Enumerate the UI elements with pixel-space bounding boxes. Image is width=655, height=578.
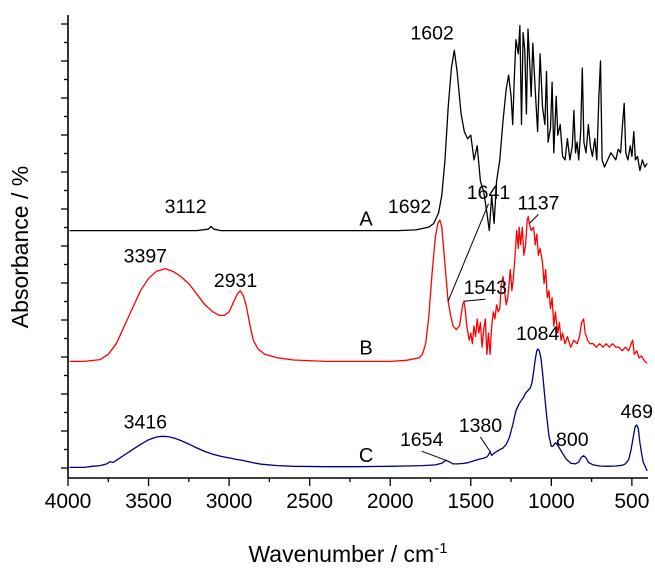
annotation-group: A B C 3112 1602 3397 2931 1692 1641 1543 1137 3416 1… [124,23,653,467]
x-axis-title-superscript: -1 [434,540,447,557]
x-axis-title-main: Wavenumber / cm [248,541,434,567]
series-b-line [69,215,648,364]
y-axis-title: Absorbance / % [7,166,33,328]
series-label-c: C [359,445,373,467]
peak-label-1654: 1654 [400,429,444,451]
peak-label-2931: 2931 [214,270,257,292]
x-tick-label: 4000 [45,490,92,513]
series-c-line [69,348,648,472]
peak-leader-line [528,214,539,224]
peak-label-1084: 1084 [516,323,560,345]
x-tick-label: 3500 [125,490,172,513]
peak-leader-line [463,298,486,302]
x-tick-label: 2500 [286,490,333,513]
series-a-line [69,24,648,232]
peak-label-1602: 1602 [410,23,453,45]
peak-leader-line [480,436,491,452]
x-tick-label: 500 [614,490,649,513]
x-axis-title: Wavenumber / cm-1 [248,540,447,567]
peak-label-3416: 3416 [124,412,167,434]
x-tick-label: 2000 [367,490,414,513]
peak-label-1641: 1641 [467,182,510,204]
peak-label-469: 469 [620,401,653,423]
peak-label-800: 800 [556,429,589,451]
peak-label-1692: 1692 [388,196,431,218]
x-ticks: 4000 3500 3000 2500 2000 1500 1000 500 [45,478,649,513]
peak-label-1543: 1543 [464,277,507,299]
series-label-b: B [359,337,372,359]
series-group [69,24,648,472]
x-tick-label: 1000 [528,490,575,513]
peak-label-1380: 1380 [459,415,503,437]
peak-leader-line [447,203,489,302]
series-label-a: A [359,208,373,230]
x-tick-label: 1500 [447,490,494,513]
peak-label-3397: 3397 [124,245,167,267]
peak-label-1137: 1137 [517,192,559,214]
x-tick-label: 3000 [206,490,253,513]
peak-leader-line [421,450,447,461]
peak-label-3112: 3112 [165,196,207,218]
